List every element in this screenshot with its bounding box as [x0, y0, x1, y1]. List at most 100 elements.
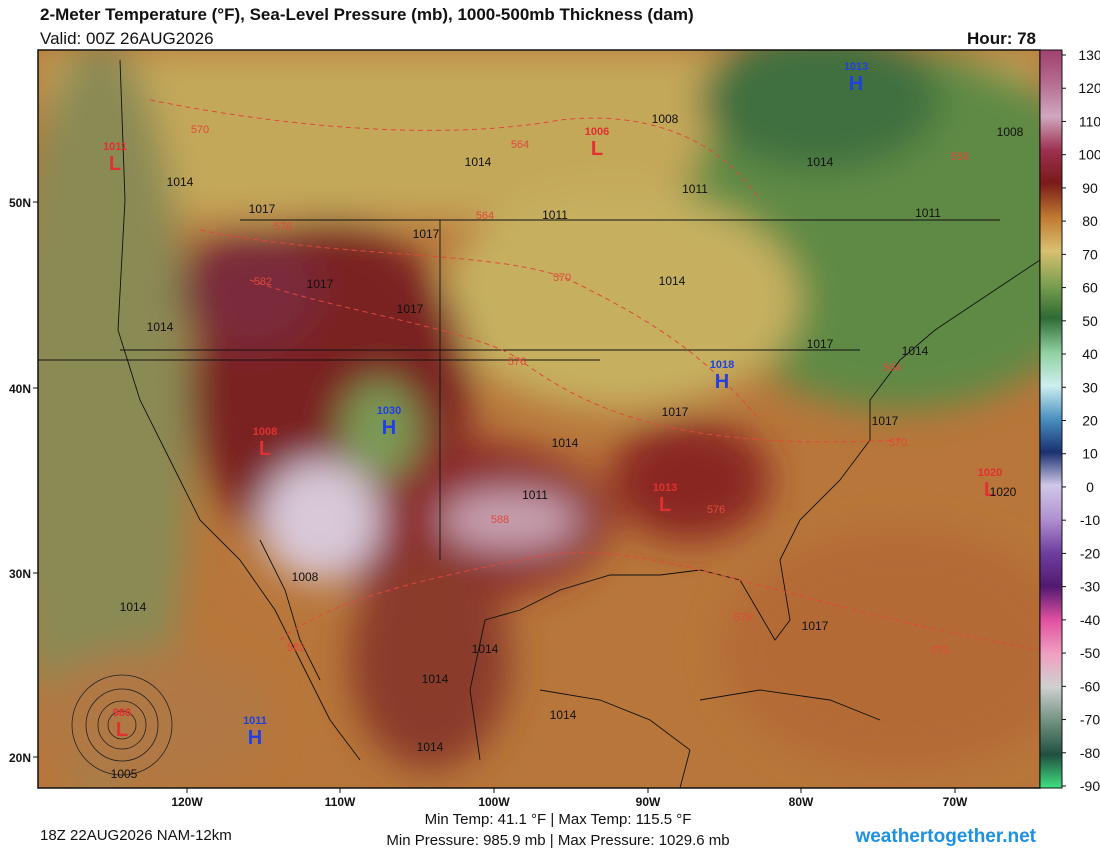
colorbar-label: 30 [1082, 379, 1098, 395]
isobar-label: 1017 [872, 414, 899, 428]
lat-label: 50N [9, 196, 31, 210]
pressure-center-value: 1011 [103, 141, 127, 153]
pressure-center-letter: L [109, 153, 121, 175]
pressure-center-value: 1013 [844, 61, 868, 73]
isobar-label: 1014 [472, 642, 499, 656]
colorbar-label: 60 [1082, 280, 1098, 296]
lon-label: 80W [789, 795, 814, 809]
pressure-center-letter: H [248, 727, 262, 749]
isobar-label: 1014 [807, 155, 834, 169]
pressure-center-letter: L [591, 138, 603, 160]
isobar-label: 1011 [542, 208, 568, 222]
colorbar-label: 10 [1082, 446, 1098, 462]
lon-label: 90W [636, 795, 661, 809]
thickness-label: 564 [511, 139, 529, 151]
thickness-label: 582 [287, 642, 305, 654]
pressure-center-value: 1006 [585, 126, 609, 138]
pressure-center-letter: L [659, 494, 671, 516]
isobar-label: 1014 [552, 436, 579, 450]
colorbar-label: 70 [1082, 246, 1098, 262]
colorbar-label: 120 [1078, 80, 1100, 96]
isobar-label: 1017 [662, 405, 689, 419]
isobar-label: 1014 [167, 175, 194, 189]
isobar-label: 1014 [550, 708, 577, 722]
pressure-center-letter: H [382, 417, 396, 439]
colorbar-label: -70 [1080, 712, 1100, 728]
thickness-label: 576 [734, 612, 752, 624]
pressure-center-value: 1013 [653, 482, 677, 494]
thickness-label: 576 [508, 356, 526, 368]
pressure-center-value: 1011 [243, 715, 267, 727]
title: 2-Meter Temperature (°F), Sea-Level Pres… [40, 5, 694, 24]
pressure-center-letter: H [849, 73, 863, 95]
pressure-center-value: 1030 [377, 405, 401, 417]
colorbar-label: -20 [1080, 545, 1100, 561]
colorbar-label: 20 [1082, 413, 1098, 429]
isobar-label: 1005 [111, 767, 138, 781]
forecast-hour: Hour: 78 [967, 29, 1036, 48]
thickness-label: 570 [931, 645, 949, 657]
isobar-label: 1014 [422, 672, 449, 686]
colorbar-label: 110 [1079, 113, 1100, 129]
thickness-label: 576 [707, 504, 725, 516]
colorbar-label: 80 [1082, 213, 1098, 229]
colorbar-label: 50 [1082, 313, 1098, 329]
thickness-label: 588 [491, 514, 509, 526]
thickness-label: 564 [476, 210, 494, 222]
lon-label: 120W [171, 795, 203, 809]
colorbar-label: -60 [1080, 678, 1100, 694]
colorbar-label: 90 [1082, 180, 1098, 196]
thickness-label: 570 [553, 272, 571, 284]
isobar-label: 1014 [465, 155, 492, 169]
isobar-label: 1008 [652, 112, 679, 126]
colorbar-label: 40 [1082, 346, 1098, 362]
lat-label: 40N [9, 382, 31, 396]
colorbar-label: -90 [1080, 778, 1100, 794]
valid-time: Valid: 00Z 26AUG2026 [40, 29, 214, 48]
isobar-label: 1014 [902, 344, 929, 358]
lon-label: 110W [325, 795, 356, 809]
pressure-center-value: 1008 [253, 426, 277, 438]
isobar-label: 1014 [659, 274, 686, 288]
thickness-label: 570 [191, 124, 209, 136]
model-run: 18Z 22AUG2026 NAM-12km [40, 827, 232, 844]
pressure-stats: Min Pressure: 985.9 mb | Max Pressure: 1… [386, 832, 729, 849]
isobar-label: 1017 [807, 337, 834, 351]
isobar-label: 1011 [915, 206, 941, 220]
pressure-center-letter: L [259, 438, 271, 460]
pressure-center-letter: H [715, 371, 729, 393]
colorbar-label: -30 [1080, 579, 1100, 595]
pressure-center-value: 1018 [710, 359, 734, 371]
isobar-label: 1014 [417, 740, 444, 754]
thickness-label: 576 [274, 221, 292, 233]
isobar-label: 1011 [522, 488, 548, 502]
colorbar-label: 0 [1086, 479, 1094, 495]
isobar-label: 1017 [307, 277, 334, 291]
colorbar-label: 130 [1078, 47, 1100, 63]
pressure-center-value: 986 [113, 707, 131, 719]
thickness-label: 558 [951, 151, 969, 163]
isobar-label: 1014 [147, 320, 174, 334]
isobar-label: 1017 [249, 202, 276, 216]
colorbar-label: -10 [1080, 512, 1100, 528]
thickness-label: 564 [883, 362, 901, 374]
colorbar [1039, 49, 1063, 789]
colorbar-label: 100 [1078, 147, 1100, 163]
lon-label: 70W [943, 795, 968, 809]
isobar-label: 1017 [413, 227, 440, 241]
lat-label: 30N [9, 567, 31, 581]
map-field [38, 50, 1040, 788]
isobar-label: 1008 [292, 570, 319, 584]
pressure-center-value: 1020 [978, 467, 1002, 479]
pressure-center-letter: L [116, 719, 128, 741]
site-link[interactable]: weathertogether.net [854, 826, 1036, 847]
pressure-center-letter: L [984, 479, 996, 501]
lat-label: 20N [9, 751, 31, 765]
temp-stats: Min Temp: 41.1 °F | Max Temp: 115.5 °F [425, 811, 692, 828]
colorbar-label: -50 [1080, 645, 1100, 661]
colorbar-label: -40 [1080, 612, 1100, 628]
isobar-label: 1011 [682, 182, 708, 196]
isobar-label: 1008 [997, 125, 1024, 139]
isobar-label: 1017 [397, 302, 424, 316]
